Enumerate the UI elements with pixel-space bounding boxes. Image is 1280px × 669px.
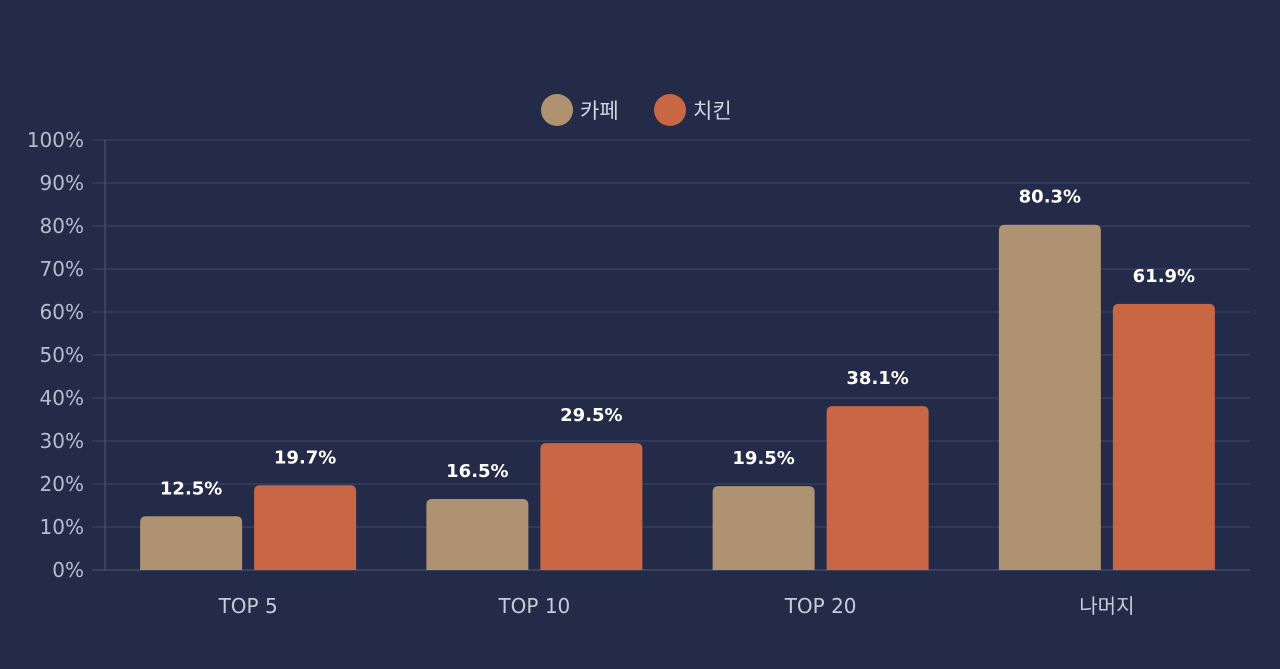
y-tick-label: 50% — [40, 343, 84, 367]
y-tick-label: 40% — [40, 386, 84, 410]
x-axis: TOP 5 TOP 10 TOP 20 나머지 — [218, 594, 1135, 618]
legend-label: 카페 — [580, 99, 619, 123]
x-tick-label: TOP 10 — [497, 594, 570, 618]
legend-swatch — [654, 94, 686, 126]
bar-chicken — [254, 485, 357, 570]
y-tick-label: 100% — [27, 128, 84, 152]
x-tick-label: TOP 20 — [784, 594, 857, 618]
y-axis: 0% 10% 20% 30% 40% 50% 60% 70% 80% 90% 100% — [27, 128, 106, 582]
data-label: 19.5% — [732, 448, 794, 469]
bar-cafe — [712, 486, 815, 570]
bar-cafe — [426, 499, 529, 570]
bar-cafe — [998, 224, 1101, 570]
y-tick-label: 80% — [40, 214, 84, 238]
data-label: 16.5% — [446, 461, 508, 482]
legend-label: 치킨 — [693, 99, 732, 123]
bar-chicken — [826, 406, 929, 570]
y-tick-label: 0% — [52, 558, 84, 582]
data-label: 19.7% — [274, 447, 336, 468]
y-tick-label: 60% — [40, 300, 84, 324]
data-label: 29.5% — [560, 405, 622, 426]
data-label: 38.1% — [846, 368, 908, 389]
legend: 카페 치킨 — [541, 94, 732, 126]
bar-cafe — [140, 516, 243, 570]
y-tick-label: 90% — [40, 171, 84, 195]
legend-item: 치킨 — [654, 94, 732, 126]
data-label: 61.9% — [1133, 266, 1195, 287]
x-tick-label: 나머지 — [1079, 594, 1134, 618]
data-label: 80.3% — [1019, 187, 1081, 208]
data-label: 12.5% — [160, 478, 222, 499]
x-tick-label: TOP 5 — [218, 594, 278, 618]
legend-swatch — [541, 94, 573, 126]
bars: 12.5% 19.7% 16.5% 29.5% 19.5% 38.1% 80.3% 61.9% — [140, 187, 1215, 570]
legend-item: 카페 — [541, 94, 619, 126]
y-tick-label: 30% — [40, 429, 84, 453]
y-tick-label: 20% — [40, 472, 84, 496]
bar-chicken — [540, 443, 643, 570]
bar-chicken — [1112, 303, 1215, 570]
y-tick-label: 10% — [40, 515, 84, 539]
y-tick-label: 70% — [40, 257, 84, 281]
